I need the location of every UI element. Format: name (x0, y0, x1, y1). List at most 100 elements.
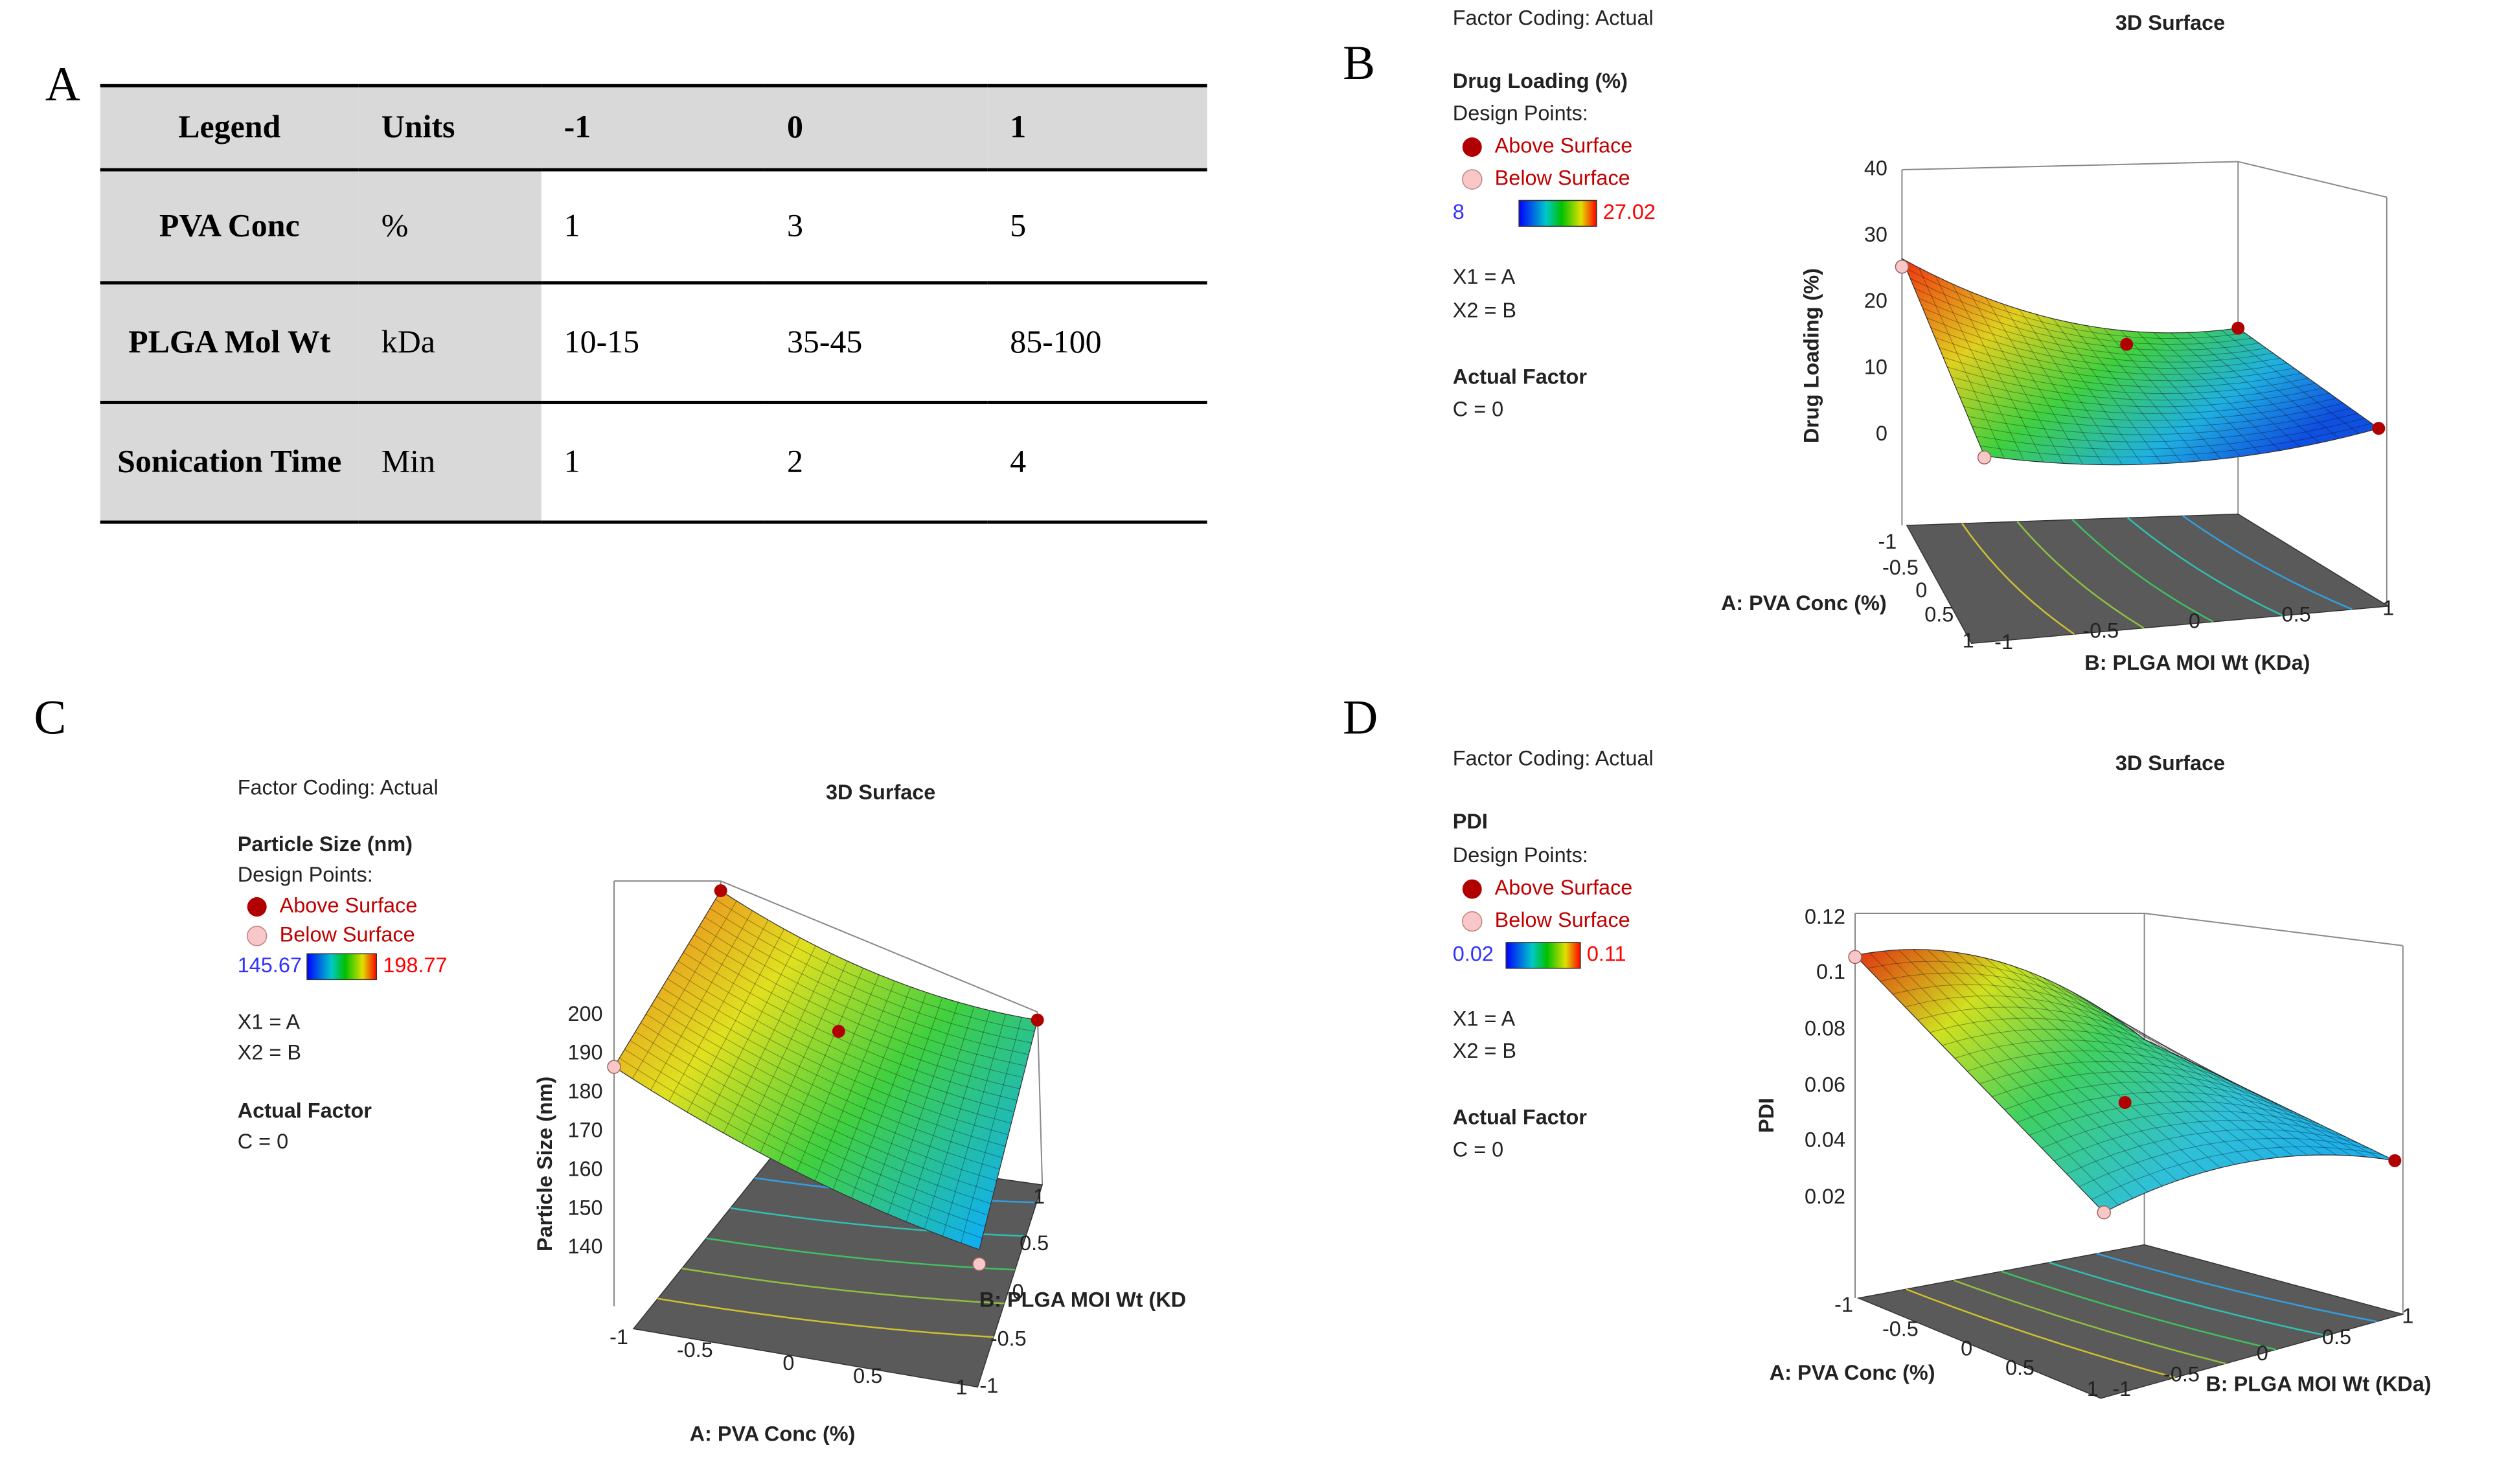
design-point-below (972, 1257, 986, 1272)
legend-dot-below (246, 926, 268, 946)
z-tick-label: 0.1 (1816, 960, 1845, 983)
table-cell: 1 (564, 207, 580, 244)
contour-line (681, 1267, 1005, 1305)
contour-line (1961, 523, 2075, 635)
mesh-line (683, 952, 1018, 1101)
mesh-line (1930, 327, 2288, 375)
mesh-line (630, 1040, 988, 1216)
z-axis-label: PDI (1755, 1098, 1778, 1133)
mesh-line (1904, 996, 2195, 1064)
design-point-above (714, 884, 727, 898)
mesh-line (667, 978, 1009, 1136)
mesh-line (1970, 954, 2221, 1169)
box-edge (2238, 161, 2388, 198)
z-tick-label: 0 (1876, 422, 1887, 445)
mesh-line (723, 945, 816, 1134)
table-body: PVA Conc% 1 3 5 PLGA Mol Wt kDa 10-15 35-45 85-1… (100, 170, 1207, 523)
z-tick-label: 180 (567, 1080, 602, 1103)
plot-title: 3D Surface (2115, 11, 2225, 34)
mesh-line (1979, 1060, 2270, 1101)
design-point-above (2388, 1154, 2402, 1167)
mesh-line (1968, 291, 2064, 464)
mesh-line (640, 1022, 994, 1193)
mesh-line (2054, 1120, 2345, 1161)
a-tick-label: 0.5 (2005, 1356, 2035, 1379)
table-cell: kDa (358, 282, 542, 403)
mesh-line (1980, 423, 2372, 457)
table-cell: 10-15 (564, 324, 640, 360)
range-low: 145.67 (238, 953, 302, 977)
mesh-line (2053, 318, 2162, 464)
mesh-line (1955, 386, 2330, 414)
z-tick-label: 0.04 (1805, 1128, 1845, 1151)
z-tick-label: 0.02 (1805, 1185, 1845, 1208)
actual-factor-value: C = 0 (238, 1130, 288, 1153)
mesh-line (2066, 1129, 2358, 1174)
mesh-line (678, 961, 1014, 1112)
mesh-line (2086, 325, 2202, 461)
mesh-line (2115, 1018, 2366, 1158)
response-name: PDI (1453, 810, 1488, 833)
b-tick-label: 1 (2382, 596, 2394, 619)
mesh-line (1941, 950, 2192, 1176)
mesh-line (1972, 413, 2358, 442)
range-low: 0.02 (1453, 942, 1494, 965)
surface-plot: Factor Coding: Actual Particle Size (nm) D… (238, 775, 1186, 1445)
mesh-line (1963, 403, 2344, 428)
z-tick-label: 150 (567, 1196, 602, 1219)
response-name: Particle Size (nm) (238, 832, 413, 856)
design-points: Design Points: (1453, 102, 1588, 125)
color-bar (1518, 200, 1597, 227)
design-point-below (1848, 950, 1862, 965)
table-cell: 85-100 (1010, 324, 1102, 360)
mesh-line (2204, 331, 2340, 439)
mesh-line (1954, 1040, 2245, 1088)
contour-line (2096, 1253, 2377, 1323)
design-point-above (2118, 1096, 2132, 1109)
actual-factor: Actual Factor (1453, 1106, 1588, 1129)
a-tick-label: 1 (955, 1375, 967, 1398)
mesh-line (1910, 278, 2253, 345)
design-points: Design Points: (1453, 843, 1588, 867)
contour-line (1906, 1288, 2176, 1378)
design-points: Design Points: (238, 863, 373, 886)
mesh-line (2016, 1091, 2308, 1123)
a-tick-label: -1 (1878, 530, 1897, 553)
b-tick-label: -0.5 (2082, 619, 2119, 642)
mesh-line (1985, 957, 2235, 1165)
plot-title: 3D Surface (2115, 751, 2225, 775)
design-point-below (2097, 1205, 2111, 1220)
mesh-line (2019, 309, 2123, 465)
box-edge (2144, 913, 2403, 946)
surface (1901, 257, 2380, 466)
a-tick-label: -1 (1834, 1293, 1853, 1316)
mesh-line (668, 920, 769, 1102)
mesh-line (635, 1031, 991, 1204)
actual-factor: Actual Factor (1453, 365, 1588, 389)
mesh-line (869, 997, 943, 1207)
table-cell: 35-45 (786, 324, 863, 360)
table-cell: 5 (1010, 207, 1027, 244)
header-cell: 1 (1010, 109, 1027, 145)
mesh-line (1927, 949, 2177, 1181)
mesh-line (2091, 1146, 2383, 1200)
mesh-line (2187, 332, 2320, 444)
mesh-line (2101, 1008, 2352, 1156)
box-edge (720, 880, 1038, 1013)
b-tick-label: 0.5 (2282, 602, 2311, 626)
mesh-line (1880, 972, 2170, 1052)
actual-factor-value: C = 0 (1453, 1137, 1503, 1161)
mesh-line (1867, 961, 2158, 1046)
a-tick-label: 0.5 (1924, 602, 1954, 626)
contour-line (2071, 519, 2214, 623)
panel-label: D (1343, 691, 1378, 745)
table-cell: % (358, 170, 542, 283)
a-tick-label: -1 (610, 1325, 628, 1349)
factor-x1: X1 = A (1453, 1007, 1516, 1030)
mesh-line (2154, 332, 2281, 451)
z-tick-label: 0.08 (1805, 1016, 1845, 1040)
box-edge (1902, 161, 2239, 171)
z-tick-label: 170 (567, 1118, 602, 1141)
mesh-line (778, 968, 864, 1163)
